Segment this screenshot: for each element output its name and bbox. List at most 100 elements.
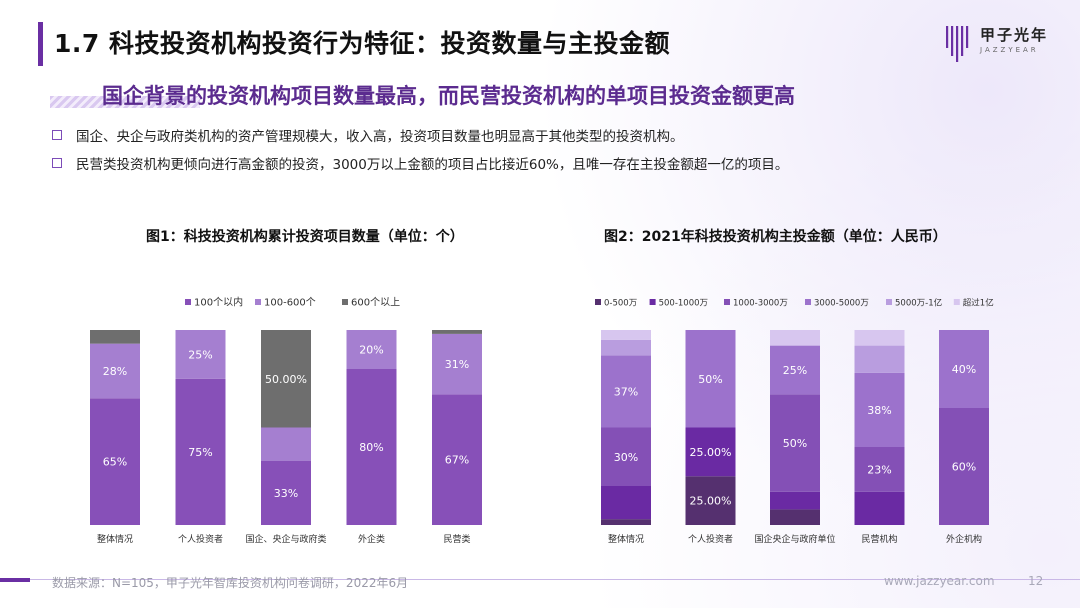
legend-swatch	[724, 299, 730, 305]
bar-segment	[432, 330, 482, 334]
legend-label: 500-1000万	[659, 299, 708, 309]
bullet-text: 国企、央企与政府类机构的资产管理规模大，收入高，投资项目数量也明显高于其他类型的…	[76, 129, 684, 145]
bar-segment	[432, 333, 482, 395]
bar-segment	[90, 343, 140, 399]
chart2-title: 图2：2021年科技投资机构主投金额（单位：人民币）	[604, 229, 947, 245]
logo-subtext: JAZZYEAR	[980, 46, 1039, 54]
bar-segment	[346, 330, 397, 369]
bar-segment	[601, 339, 651, 356]
data-label: 75%	[188, 446, 212, 459]
bar-segment	[854, 447, 905, 492]
bar-segment	[939, 408, 989, 525]
legend-swatch	[886, 299, 892, 305]
bullet-text: 民营类投资机构更倾向进行高金额的投资，3000万以上金额的项目占比接近60%，且…	[76, 157, 789, 173]
legend-label: 0-500万	[604, 299, 637, 309]
data-label: 25%	[188, 348, 212, 361]
logo-mark-icon	[946, 26, 969, 62]
bar-segment	[601, 330, 651, 340]
bar-segment	[90, 398, 140, 525]
data-label: 25.00%	[690, 446, 732, 459]
bar-segment	[261, 330, 311, 428]
legend-item: 5000万-1亿	[886, 298, 942, 309]
chart1-svg: 100个以内 100-600个 600个以上 65% 28% 整体情况 75% 25% 个人投资…	[90, 296, 482, 545]
bar-segment	[601, 355, 651, 428]
logo-text: 甲子光年	[980, 26, 1049, 44]
data-label: 28%	[103, 365, 127, 378]
x-tick-label: 外企类	[358, 533, 385, 545]
bullet-item: 民营类投资机构更倾向进行高金额的投资，3000万以上金额的项目占比接近60%，且…	[52, 155, 788, 175]
footer-url: www.jazzyear.com	[884, 574, 995, 588]
bullet-square-icon	[52, 130, 62, 140]
legend-label: 1000-3000万	[733, 299, 788, 309]
data-label: 25%	[783, 364, 807, 377]
legend-swatch	[185, 299, 191, 305]
bar-segment	[175, 330, 226, 379]
footer-accent	[0, 578, 30, 582]
footer-divider	[30, 579, 1080, 580]
chart2-svg: 0-500万 500-1000万 1000-3000万 3000-5000万 5000万…	[595, 298, 994, 545]
bar-segment	[346, 369, 397, 525]
legend-item: 600个以上	[342, 297, 400, 309]
data-label: 50%	[783, 437, 807, 450]
data-label: 30%	[614, 451, 638, 464]
legend-item: 3000-5000万	[805, 299, 869, 309]
data-label: 33%	[274, 487, 298, 500]
bar-segment	[770, 509, 820, 525]
x-tick-label: 整体情况	[608, 533, 644, 545]
bar-segment	[770, 330, 820, 346]
bar-segment	[770, 345, 820, 395]
data-label: 25.00%	[690, 495, 732, 508]
data-label: 60%	[952, 461, 976, 474]
legend-swatch	[953, 299, 960, 305]
x-tick-label: 国企、央企与政府类	[245, 533, 326, 545]
legend-label: 600个以上	[351, 297, 400, 309]
subtitle-block: 国企背景的投资机构项目数量最高，而民营投资机构的单项目投资金额更高	[50, 80, 950, 112]
legend-label: 100个以内	[194, 296, 243, 309]
x-tick-label: 整体情况	[97, 533, 133, 545]
legend-label: 100-600个	[264, 297, 316, 309]
legend-swatch	[255, 299, 261, 305]
x-tick-label: 个人投资者	[178, 533, 223, 545]
x-tick-label: 外企机构	[946, 533, 982, 545]
bar-segment	[770, 491, 820, 510]
page-title: 1.7 科技投资机构投资行为特征：投资数量与主投金额	[54, 29, 670, 58]
legend-label: 超过1亿	[963, 298, 994, 309]
bar-segment	[601, 486, 651, 520]
legend-item: 500-1000万	[649, 299, 708, 309]
data-label: 65%	[103, 456, 127, 469]
bar-segment	[685, 330, 736, 428]
legend-swatch	[342, 299, 348, 305]
data-label: 80%	[359, 441, 383, 454]
data-label: 37%	[614, 385, 638, 398]
x-tick-label: 国企央企与政府单位	[754, 533, 835, 545]
bar-segment	[854, 345, 905, 373]
bar-segment	[432, 394, 482, 525]
bar-segment	[90, 330, 140, 344]
bar-segment	[685, 427, 736, 477]
bar-segment	[261, 427, 311, 461]
footer-source: 数据来源：N=105，甲子光年智库投资机构问卷调研，2022年6月	[52, 576, 409, 590]
legend-item: 100-600个	[255, 297, 316, 309]
brand-logo: 甲子光年 JAZZYEAR	[944, 22, 1064, 68]
bar-segment	[601, 519, 651, 525]
legend-item: 1000-3000万	[724, 299, 788, 309]
bar-segment	[770, 394, 820, 492]
bar-segment	[854, 491, 905, 525]
page-number: 12	[1028, 574, 1044, 588]
data-label: 38%	[867, 404, 891, 417]
x-tick-label: 个人投资者	[688, 533, 733, 545]
bar-segment	[939, 330, 989, 408]
bar-segment	[601, 427, 651, 486]
bar-segment	[854, 372, 905, 447]
bullet-square-icon	[52, 158, 62, 168]
legend-label: 5000万-1亿	[895, 298, 942, 309]
x-tick-label: 民营类	[443, 533, 470, 545]
chart1-title: 图1：科技投资机构累计投资项目数量（单位：个）	[146, 229, 464, 245]
bar-segment	[854, 330, 905, 346]
legend-swatch	[595, 299, 601, 305]
bar-segment	[685, 476, 736, 525]
data-label: 20%	[359, 344, 383, 357]
data-label: 23%	[867, 463, 891, 476]
bar-segment	[261, 460, 311, 525]
legend-item: 100个以内	[185, 296, 243, 309]
